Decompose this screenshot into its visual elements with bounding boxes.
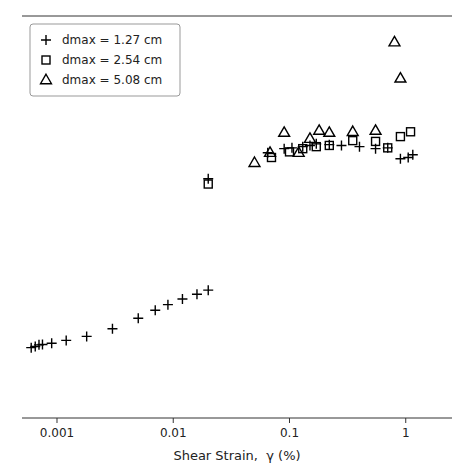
point-plus: [354, 142, 364, 152]
legend-box: [30, 24, 180, 96]
point-plus: [203, 285, 213, 295]
point-plus: [395, 154, 405, 164]
x-tick: [173, 418, 174, 423]
point-plus: [336, 140, 346, 150]
point-plus: [150, 305, 160, 315]
point-triangle: [279, 127, 290, 136]
top-line: [22, 16, 452, 17]
x-tick-label: 1: [402, 426, 410, 440]
point-triangle: [314, 125, 325, 134]
legend-symbol: [42, 56, 50, 64]
x-tick: [289, 418, 290, 423]
legend: dmax = 1.27 cm dmax = 2.54 cm dmax = 5.08 …: [30, 24, 180, 96]
point-plus: [61, 335, 71, 345]
chart: 0.001 0.01 0.1 1 Shear Strain, γ (%) dmax = 1…: [0, 0, 474, 474]
point-plus: [279, 144, 289, 154]
point-square: [325, 141, 333, 149]
point-square: [349, 137, 357, 145]
point-plus: [408, 150, 418, 160]
x-tick-label: 0.1: [280, 426, 299, 440]
point-plus: [107, 324, 117, 334]
point-plus: [383, 143, 393, 153]
point-square: [372, 137, 380, 145]
x-tick-label: 0.01: [160, 426, 187, 440]
point-triangle: [265, 147, 276, 156]
point-plus: [192, 289, 202, 299]
point-plus: [133, 313, 143, 323]
point-triangle: [370, 125, 381, 134]
point-square: [204, 180, 212, 188]
point-plus: [37, 339, 47, 349]
point-triangle: [324, 127, 335, 136]
point-square: [396, 133, 404, 141]
x-axis-line: [22, 418, 452, 419]
x-axis-label: Shear Strain, γ (%): [173, 448, 300, 463]
point-plus: [324, 140, 334, 150]
point-plus: [177, 294, 187, 304]
point-triangle: [395, 73, 406, 82]
legend-symbol: [41, 35, 51, 45]
point-triangle: [389, 36, 400, 45]
legend-label: dmax = 5.08 cm: [62, 73, 162, 87]
point-square: [285, 148, 293, 156]
point-square: [384, 144, 392, 152]
point-square: [407, 128, 415, 136]
point-square: [312, 143, 320, 151]
point-triangle: [347, 126, 358, 135]
point-plus: [163, 300, 173, 310]
point-triangle: [249, 157, 260, 166]
point-plus: [47, 338, 57, 348]
legend-label: dmax = 1.27 cm: [62, 33, 162, 47]
point-plus: [82, 331, 92, 341]
legend-symbol: [41, 74, 52, 83]
points: [26, 36, 418, 352]
background: [0, 0, 474, 474]
x-tick: [56, 418, 57, 423]
x-tick: [405, 418, 406, 423]
x-tick-label: 0.001: [40, 426, 74, 440]
legend-label: dmax = 2.54 cm: [62, 53, 162, 67]
point-triangle: [293, 147, 304, 156]
